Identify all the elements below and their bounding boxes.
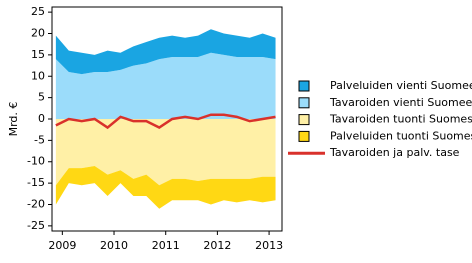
legend-swatch: [298, 114, 310, 126]
area: [55, 166, 276, 209]
x-tick-label: 2009: [48, 239, 76, 252]
area: [55, 29, 276, 75]
legend-label: Palveluiden vienti Suomeen: [330, 79, 472, 92]
legend-swatch: [298, 130, 310, 142]
y-tick-label: -5: [34, 133, 45, 146]
y-tick-label: 5: [38, 91, 45, 104]
y-tick-label: 15: [31, 48, 45, 61]
y-tick-label: 0: [38, 112, 45, 125]
x-tick-label: 2011: [152, 239, 180, 252]
y-tick-label: -25: [27, 219, 45, 232]
y-tick-label: -10: [27, 155, 45, 168]
x-tick-label: 2012: [203, 239, 231, 252]
legend-label: Tavaroiden ja palv. tase: [329, 146, 460, 159]
y-axis-label: Mrd. €: [7, 102, 20, 137]
y-tick-label: 25: [31, 5, 45, 18]
y-tick-label: 10: [31, 69, 45, 82]
line: [55, 113, 276, 130]
legend-label: Tavaroiden vienti Suomeen: [329, 96, 472, 109]
legend-swatch: [298, 80, 310, 92]
legend-swatch: [298, 97, 310, 109]
x-tick-label: 2013: [255, 239, 283, 252]
legend-label: Tavaroiden tuonti Suomesta: [329, 113, 472, 126]
y-tick-label: -20: [27, 197, 45, 210]
y-tick-label: -15: [27, 176, 45, 189]
y-tick-label: 20: [31, 27, 45, 40]
x-tick-label: 2010: [100, 239, 128, 252]
area: [55, 52, 276, 119]
legend-label: Palveluiden tuonti Suomesta: [330, 129, 472, 142]
area: [55, 119, 276, 186]
